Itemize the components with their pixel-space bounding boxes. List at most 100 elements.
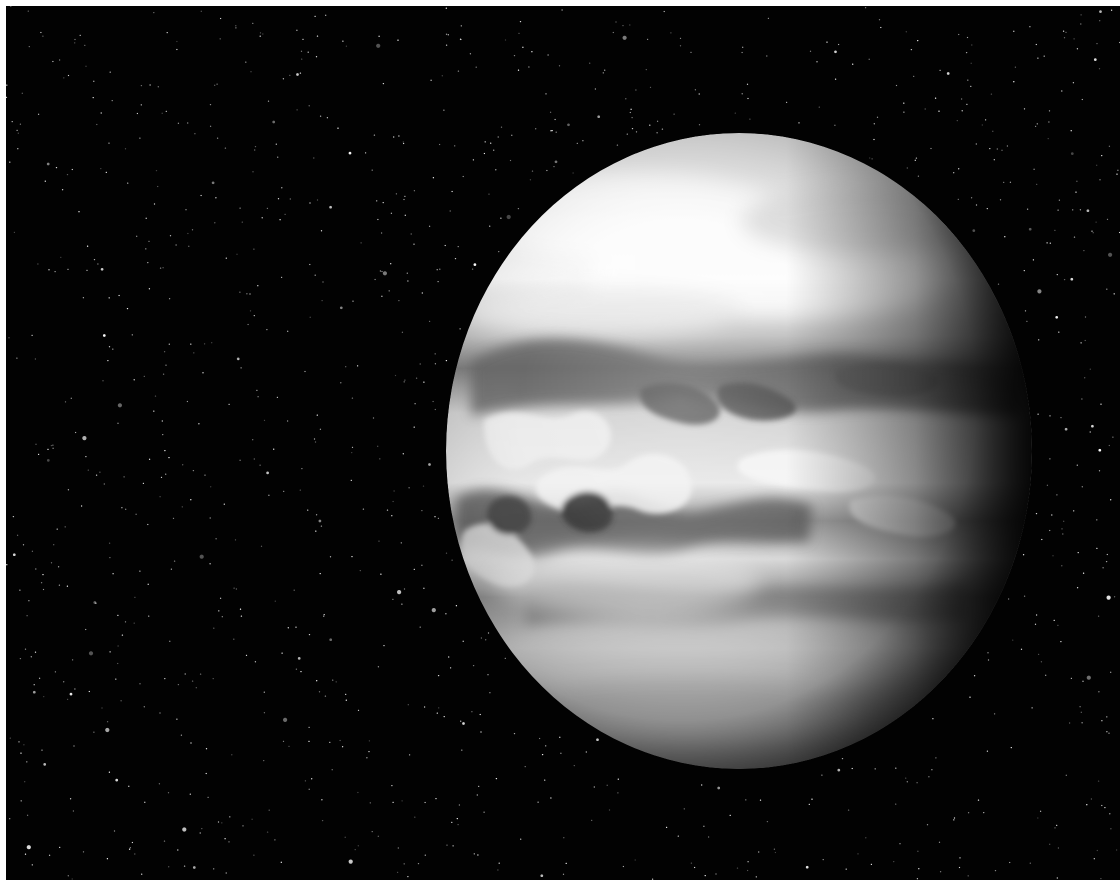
star: [209, 517, 211, 519]
star: [958, 168, 960, 170]
star: [431, 608, 436, 613]
star: [1086, 804, 1088, 806]
star: [316, 414, 318, 416]
star: [386, 509, 389, 511]
star: [26, 615, 28, 617]
star: [1097, 780, 1100, 782]
star: [414, 816, 416, 818]
star: [283, 490, 285, 493]
star: [373, 134, 376, 136]
star: [511, 134, 513, 136]
star: [46, 459, 50, 462]
star: [1110, 671, 1112, 673]
star: [432, 400, 434, 403]
star: [424, 854, 426, 856]
star: [1060, 416, 1062, 419]
star: [357, 709, 360, 712]
star: [445, 552, 448, 554]
star: [177, 849, 179, 851]
star: [251, 818, 253, 820]
star: [1063, 278, 1066, 281]
star: [500, 126, 503, 128]
star: [1049, 242, 1051, 244]
star: [1039, 810, 1042, 812]
star: [182, 464, 184, 466]
star: [187, 232, 189, 235]
star: [924, 108, 926, 110]
star: [946, 72, 950, 75]
star: [460, 25, 462, 27]
star: [398, 135, 400, 137]
star: [194, 133, 196, 135]
star: [377, 445, 379, 447]
star: [266, 207, 269, 210]
star: [148, 615, 150, 617]
star: [247, 323, 249, 326]
star: [899, 843, 901, 845]
star: [1036, 123, 1038, 125]
star: [6, 96, 8, 99]
star: [147, 523, 149, 526]
star: [254, 145, 257, 148]
star: [555, 131, 557, 133]
star: [1046, 484, 1049, 486]
star: [165, 473, 167, 475]
star: [123, 476, 125, 478]
star: [1009, 181, 1012, 183]
star: [540, 874, 544, 878]
star: [916, 878, 919, 880]
star: [1106, 218, 1109, 221]
star: [1080, 711, 1082, 713]
star: [29, 847, 31, 849]
star: [939, 69, 941, 72]
star: [289, 198, 291, 200]
star: [209, 563, 211, 565]
star: [219, 597, 222, 599]
star: [1034, 623, 1037, 625]
star: [1106, 595, 1111, 600]
star: [205, 772, 207, 775]
star: [359, 569, 361, 572]
star: [165, 110, 167, 113]
star: [406, 272, 408, 274]
star: [240, 367, 242, 369]
star: [1096, 164, 1098, 166]
star: [576, 142, 578, 145]
star: [259, 464, 261, 466]
star: [37, 453, 40, 456]
star: [263, 419, 266, 422]
star: [629, 24, 631, 26]
star: [318, 519, 322, 523]
star: [148, 288, 151, 290]
star: [562, 873, 565, 875]
star: [69, 692, 73, 696]
star: [816, 61, 818, 63]
star: [798, 122, 800, 124]
star: [822, 858, 824, 861]
star: [1013, 30, 1015, 32]
star: [381, 270, 383, 273]
star: [959, 857, 961, 859]
star: [300, 670, 302, 673]
star: [369, 802, 371, 804]
star: [315, 514, 318, 516]
star: [483, 152, 486, 155]
star: [987, 652, 989, 654]
star: [103, 483, 105, 485]
star: [379, 458, 381, 460]
star: [163, 351, 166, 353]
star: [625, 98, 627, 100]
star: [140, 104, 142, 106]
star: [348, 151, 352, 155]
star: [54, 671, 57, 673]
star: [281, 187, 283, 189]
star: [245, 654, 248, 657]
star: [268, 809, 270, 811]
star: [43, 695, 45, 698]
star: [191, 680, 194, 682]
star: [272, 120, 276, 124]
star: [1037, 653, 1040, 656]
star: [1064, 427, 1068, 431]
star: [428, 225, 431, 227]
star: [1113, 596, 1116, 598]
